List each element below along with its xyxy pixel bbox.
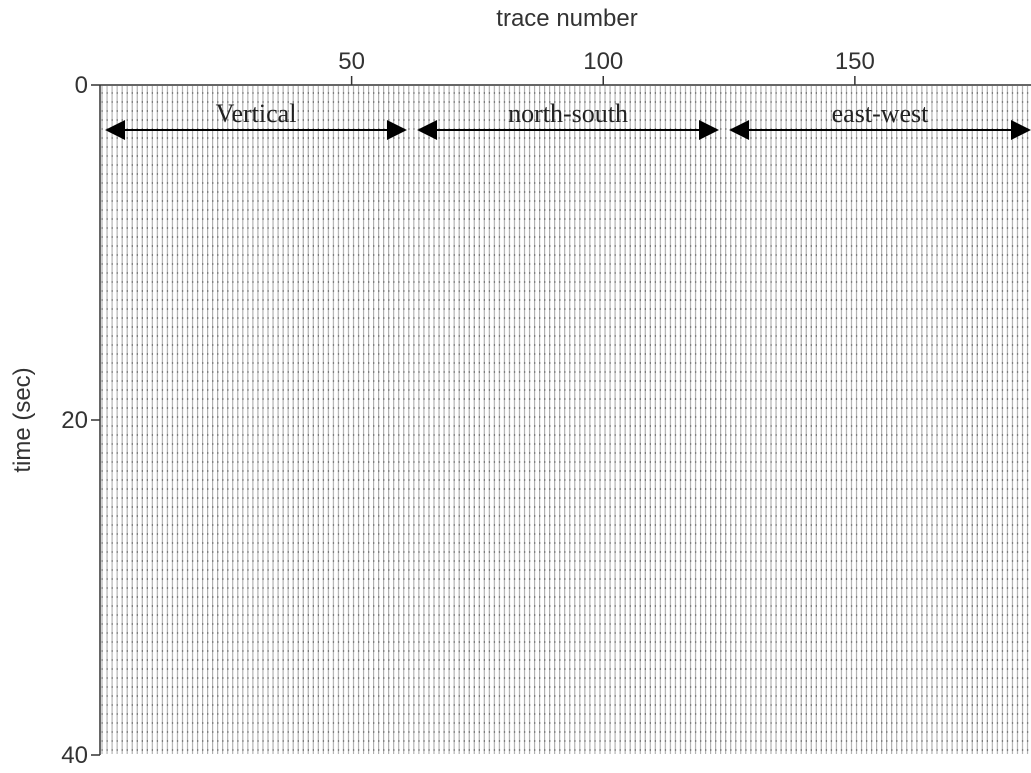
- arrow-head: [1011, 120, 1031, 140]
- arrow-head: [386, 120, 407, 140]
- x-tick-label: 100: [583, 48, 623, 75]
- x-tick-label: 50: [338, 48, 365, 75]
- y-axis-label: time (sec): [9, 367, 36, 472]
- y-tick-label: 20: [61, 407, 88, 434]
- arrow-head: [698, 120, 719, 140]
- arrow-head: [729, 120, 750, 140]
- trace-texture: [101, 86, 1031, 754]
- arrow-head: [417, 120, 438, 140]
- y-tick-label: 40: [61, 742, 88, 769]
- arrow-head: [105, 120, 126, 140]
- span-label: Vertical: [216, 99, 297, 128]
- span-label: north-south: [508, 99, 628, 128]
- x-tick-label: 150: [835, 48, 875, 75]
- y-tick-label: 0: [75, 72, 88, 99]
- span-label: east-west: [832, 99, 930, 128]
- x-axis-label: trace number: [496, 5, 637, 32]
